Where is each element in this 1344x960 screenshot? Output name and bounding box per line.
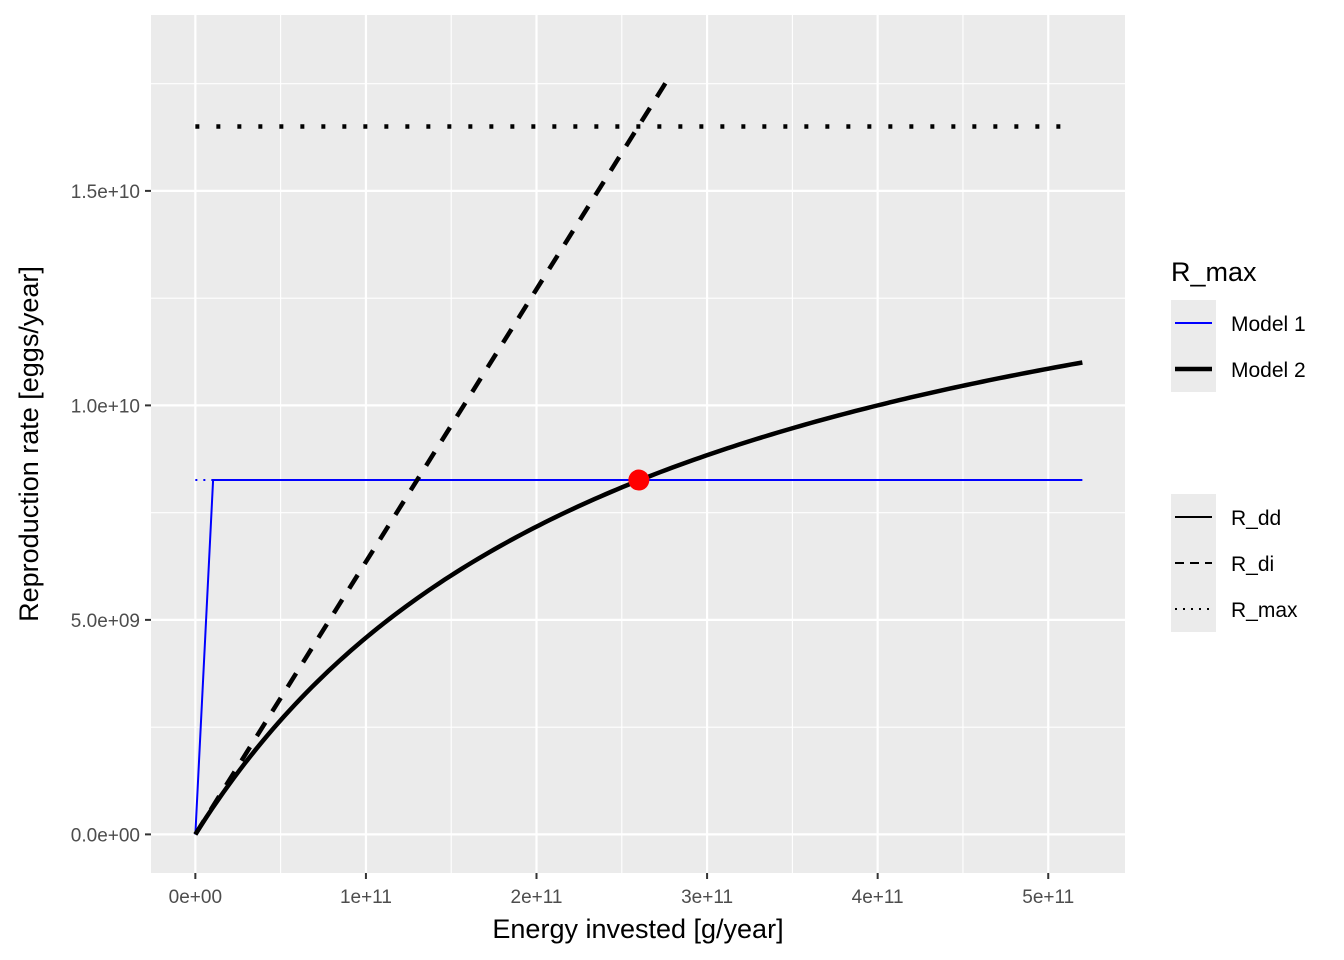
y-axis: 0.0e+00 5.0e+09 1.0e+10 1.5e+10 — [71, 182, 151, 846]
y-tick-label: 0.0e+00 — [71, 825, 140, 846]
x-axis: 0e+00 1e+11 2e+11 3e+11 4e+11 5e+11 — [169, 873, 1074, 908]
x-tick-label: 3e+11 — [681, 887, 733, 908]
y-axis-title: Reproduction rate [eggs/year] — [14, 266, 44, 622]
legend: R_max Model 1 Model 2 R_dd R_di R_max — [1171, 257, 1306, 632]
x-tick-label: 5e+11 — [1022, 887, 1074, 908]
y-tick-label: 1.0e+10 — [71, 396, 140, 417]
legend-label-model-1: Model 1 — [1231, 313, 1306, 336]
x-tick-label: 2e+11 — [511, 887, 563, 908]
plot-panel — [151, 15, 1125, 873]
legend-label-r-di: R_di — [1231, 553, 1274, 576]
grid-minor — [151, 15, 1125, 873]
x-tick-label: 0e+00 — [169, 887, 222, 908]
legend-linetype-group: R_dd R_di R_max — [1171, 494, 1298, 632]
point-layer — [628, 469, 650, 491]
x-axis-title: Energy invested [g/year] — [492, 914, 783, 944]
x-tick-label: 1e+11 — [340, 887, 392, 908]
legend-label-r-max: R_max — [1231, 599, 1298, 622]
y-tick-label: 1.5e+10 — [71, 182, 140, 203]
grid-major — [151, 15, 1125, 873]
equilibrium-point — [628, 469, 650, 491]
legend-label-model-2: Model 2 — [1231, 359, 1306, 382]
legend-key-background — [1171, 300, 1216, 392]
legend-title: R_max — [1171, 257, 1257, 287]
x-tick-label: 4e+11 — [852, 887, 904, 908]
legend-label-r-dd: R_dd — [1231, 507, 1281, 530]
legend-color-group: Model 1 Model 2 — [1171, 300, 1306, 392]
y-tick-label: 5.0e+09 — [71, 611, 140, 632]
series-model-2-r-di — [193, 78, 670, 836]
